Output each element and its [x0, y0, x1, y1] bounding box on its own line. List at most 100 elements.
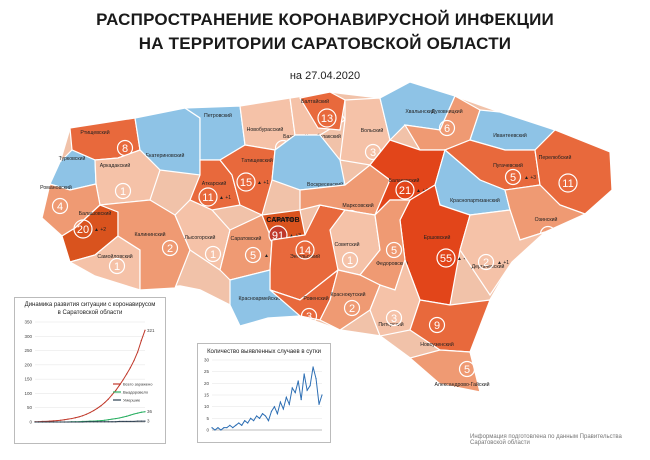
- y-tick-label: 300: [24, 334, 32, 339]
- district-26[interactable]: Пугачевский 5 ▲ +3: [443, 139, 541, 191]
- y-tick-label: 100: [24, 391, 32, 396]
- data-point: [126, 415, 128, 417]
- count-badge-circle: [161, 239, 179, 257]
- district-count: 6: [444, 123, 450, 135]
- district-increment: ▲ +3: [524, 175, 536, 181]
- district-39[interactable]: Александрово-Гайский 5: [408, 349, 490, 393]
- district-count: 14: [299, 245, 311, 257]
- district-area[interactable]: [408, 349, 481, 393]
- series-line-1: [35, 330, 146, 423]
- data-point: [137, 351, 139, 353]
- district-name: Краснокутский: [330, 291, 365, 298]
- district-count: 1: [210, 249, 216, 261]
- district-area[interactable]: [299, 91, 346, 131]
- district-area[interactable]: [99, 199, 191, 291]
- data-point: [67, 418, 69, 420]
- data-point: [49, 421, 51, 423]
- district-count: 5: [391, 245, 397, 257]
- y-tick-label: 350: [24, 320, 32, 325]
- district-4[interactable]: Аркадакский 1: [94, 149, 161, 206]
- data-point: [96, 421, 98, 423]
- district-name: Вольский: [361, 127, 384, 134]
- count-badge-circle: [385, 309, 403, 327]
- count-badge-circle: [428, 316, 446, 334]
- data-point: [303, 373, 305, 375]
- district-10[interactable]: Аткарский 11 ▲ +1: [189, 159, 241, 211]
- data-point: [111, 418, 113, 420]
- district-11[interactable]: Лысогорский 1: [174, 199, 231, 271]
- district-31[interactable]: Дергачевский2 ▲ +1: [459, 209, 546, 297]
- district-27[interactable]: Перелюбский 11: [534, 129, 613, 215]
- data-point: [41, 421, 43, 423]
- district-count: 5: [250, 250, 256, 262]
- district-17[interactable]: Воскресенский: [271, 134, 346, 191]
- district-area[interactable]: [271, 134, 346, 191]
- data-point: [264, 415, 267, 417]
- data-point: [107, 398, 109, 400]
- district-name: Духовницкий: [431, 108, 462, 115]
- count-badge-circle: [73, 219, 93, 239]
- count-badge-circle: [317, 108, 337, 128]
- district-36[interactable]: Краснокутский 2: [319, 269, 381, 331]
- district-count: 2: [349, 303, 355, 315]
- district-count: 1: [347, 255, 353, 267]
- y-tick-label: 50: [27, 405, 33, 410]
- district-count: 15: [240, 177, 252, 189]
- district-name: Турковский: [59, 155, 86, 162]
- district-increment: ▲ +1: [257, 180, 269, 186]
- map-title-line2: НА ТЕРРИТОРИИ САРАТОВСКОЙ ОБЛАСТИ: [138, 34, 512, 53]
- data-point: [78, 421, 80, 423]
- data-point: [52, 420, 54, 422]
- data-point: [89, 411, 91, 414]
- data-point: [122, 416, 124, 418]
- data-point: [129, 367, 131, 369]
- district-name: Александрово-Гайский: [434, 381, 489, 388]
- district-name: Новобурасский: [247, 126, 284, 133]
- data-point: [60, 419, 62, 421]
- data-point: [140, 420, 142, 422]
- count-badge-circle: [385, 241, 403, 259]
- data-point: [270, 410, 273, 412]
- district-count: 5: [510, 172, 516, 184]
- district-25[interactable]: Балаковский21▲ +4: [369, 139, 446, 216]
- district-name: Энгельсский: [290, 253, 320, 260]
- data-point: [294, 392, 296, 394]
- y-tick-label: 150: [24, 377, 32, 382]
- count-badge-circle: [114, 182, 132, 200]
- data-point: [63, 421, 65, 423]
- legend-label: Умершие: [123, 398, 141, 403]
- data-point: [140, 339, 142, 342]
- district-13[interactable]: Татищевский 15 ▲ +1: [219, 144, 276, 216]
- district-name: Ивантеевский: [493, 132, 527, 139]
- data-point: [291, 387, 293, 389]
- data-point: [118, 420, 120, 423]
- data-point: [247, 422, 249, 424]
- count-badge-circle: [236, 172, 256, 192]
- district-37[interactable]: Питерский3: [369, 258, 421, 337]
- y-tick-label: 200: [24, 362, 32, 367]
- map-title-line1: РАСПРОСТРАНЕНИЕ КОРОНАВИРУСНОЙ ИНФЕКЦИИ: [96, 10, 554, 29]
- district-area[interactable]: [319, 269, 381, 331]
- data-point: [273, 406, 276, 408]
- district-name: Новоузенский: [420, 341, 454, 348]
- district-30[interactable]: Ершовский 55 ▲ +5: [399, 184, 471, 306]
- data-point: [137, 420, 139, 422]
- district-count: 3: [391, 313, 397, 325]
- data-point: [85, 421, 87, 423]
- district-count: 9: [434, 320, 440, 332]
- district-count: 8: [122, 143, 128, 155]
- data-point: [71, 417, 73, 420]
- district-area[interactable]: [459, 209, 546, 297]
- district-38[interactable]: Новоузенский 9: [409, 299, 491, 353]
- count-badge-circle: [295, 240, 315, 260]
- district-15[interactable]: Балтайский 13: [299, 91, 346, 131]
- data-point: [107, 419, 109, 421]
- data-point: [241, 424, 243, 426]
- district-area[interactable]: [219, 144, 276, 216]
- district-name: Краснопартизанский: [450, 197, 500, 204]
- count-badge-circle: [504, 168, 522, 186]
- series-end-label: 36: [147, 409, 153, 414]
- data-point: [111, 421, 113, 423]
- district-increment: ▲ +1: [219, 195, 231, 201]
